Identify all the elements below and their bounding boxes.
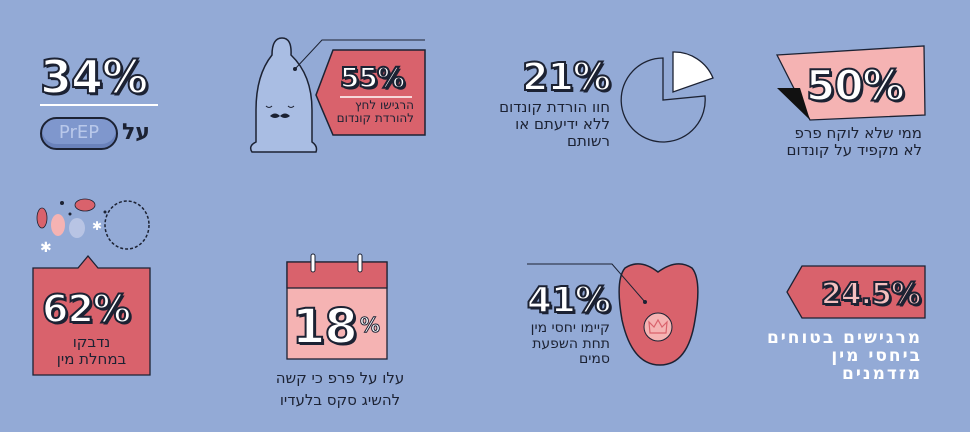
stat-41-value: 41%: [526, 280, 612, 321]
stat-18-value: 18: [291, 299, 359, 355]
label-line: מזדמנים: [842, 363, 922, 384]
stat-21-value: 21%: [521, 55, 612, 99]
stat-21-label: חוו הורדת קונדום ללא ידיעתם או רשותם: [499, 99, 610, 149]
label-line: מרגישים בטוחים: [766, 328, 922, 348]
label-line: עלו על פרפ כי קשה: [275, 369, 405, 387]
svg-text:✱: ✱: [92, 219, 102, 233]
label-line: קיימו יחסי מין: [530, 320, 610, 336]
label-line: הרגישו לחץ: [355, 98, 414, 112]
stat-50-value: 50%: [805, 61, 906, 110]
stat-62-label: נדבקו במחלת מין: [33, 334, 150, 368]
label-line: נדבקו: [72, 333, 111, 351]
label-line: במחלת מין: [56, 349, 127, 368]
label-line: לא מקפיד על קונדום: [786, 140, 922, 159]
label-line: ממי שלא לוקח פרפ: [794, 124, 922, 142]
label-line: תחת השפעת: [532, 335, 610, 352]
label-line: רשותם: [567, 131, 610, 150]
label-line: חוו הורדת קונדום: [499, 98, 610, 116]
stat-41-label: קיימו יחסי מין תחת השפעת סמים: [530, 320, 610, 368]
stat-50-label: ממי שלא לוקח פרפ לא מקפיד על קונדום: [787, 125, 922, 159]
stat-18-label: עלו על פרפ כי קשה להשיג סקס בלעדיו: [250, 368, 430, 412]
divider: [40, 104, 158, 106]
label-line: ביחסי מין: [831, 345, 922, 366]
stat-18-unit: %: [359, 313, 380, 337]
label-line: להשיג סקס בלעדיו: [279, 390, 401, 409]
stat-55-label: הרגישו לחץ להורדת קונדום: [336, 98, 414, 126]
prep-pill: PrEP: [40, 117, 118, 150]
stat-24-value: 24.5%: [820, 277, 922, 312]
stat-34-value: 34%: [39, 50, 149, 104]
stat-62-value: 62%: [41, 287, 132, 331]
label-line: ללא ידיעתם או: [515, 114, 610, 133]
stat-34-label: על: [122, 120, 150, 145]
label-line: להורדת קונדום: [336, 111, 414, 126]
stat-24-label: מרגישים בטוחים ביחסי מין מזדמנים: [766, 328, 922, 384]
stat-55-value: 55%: [339, 61, 406, 94]
svg-text:✱: ✱: [40, 240, 52, 256]
label-line: סמים: [578, 351, 610, 368]
